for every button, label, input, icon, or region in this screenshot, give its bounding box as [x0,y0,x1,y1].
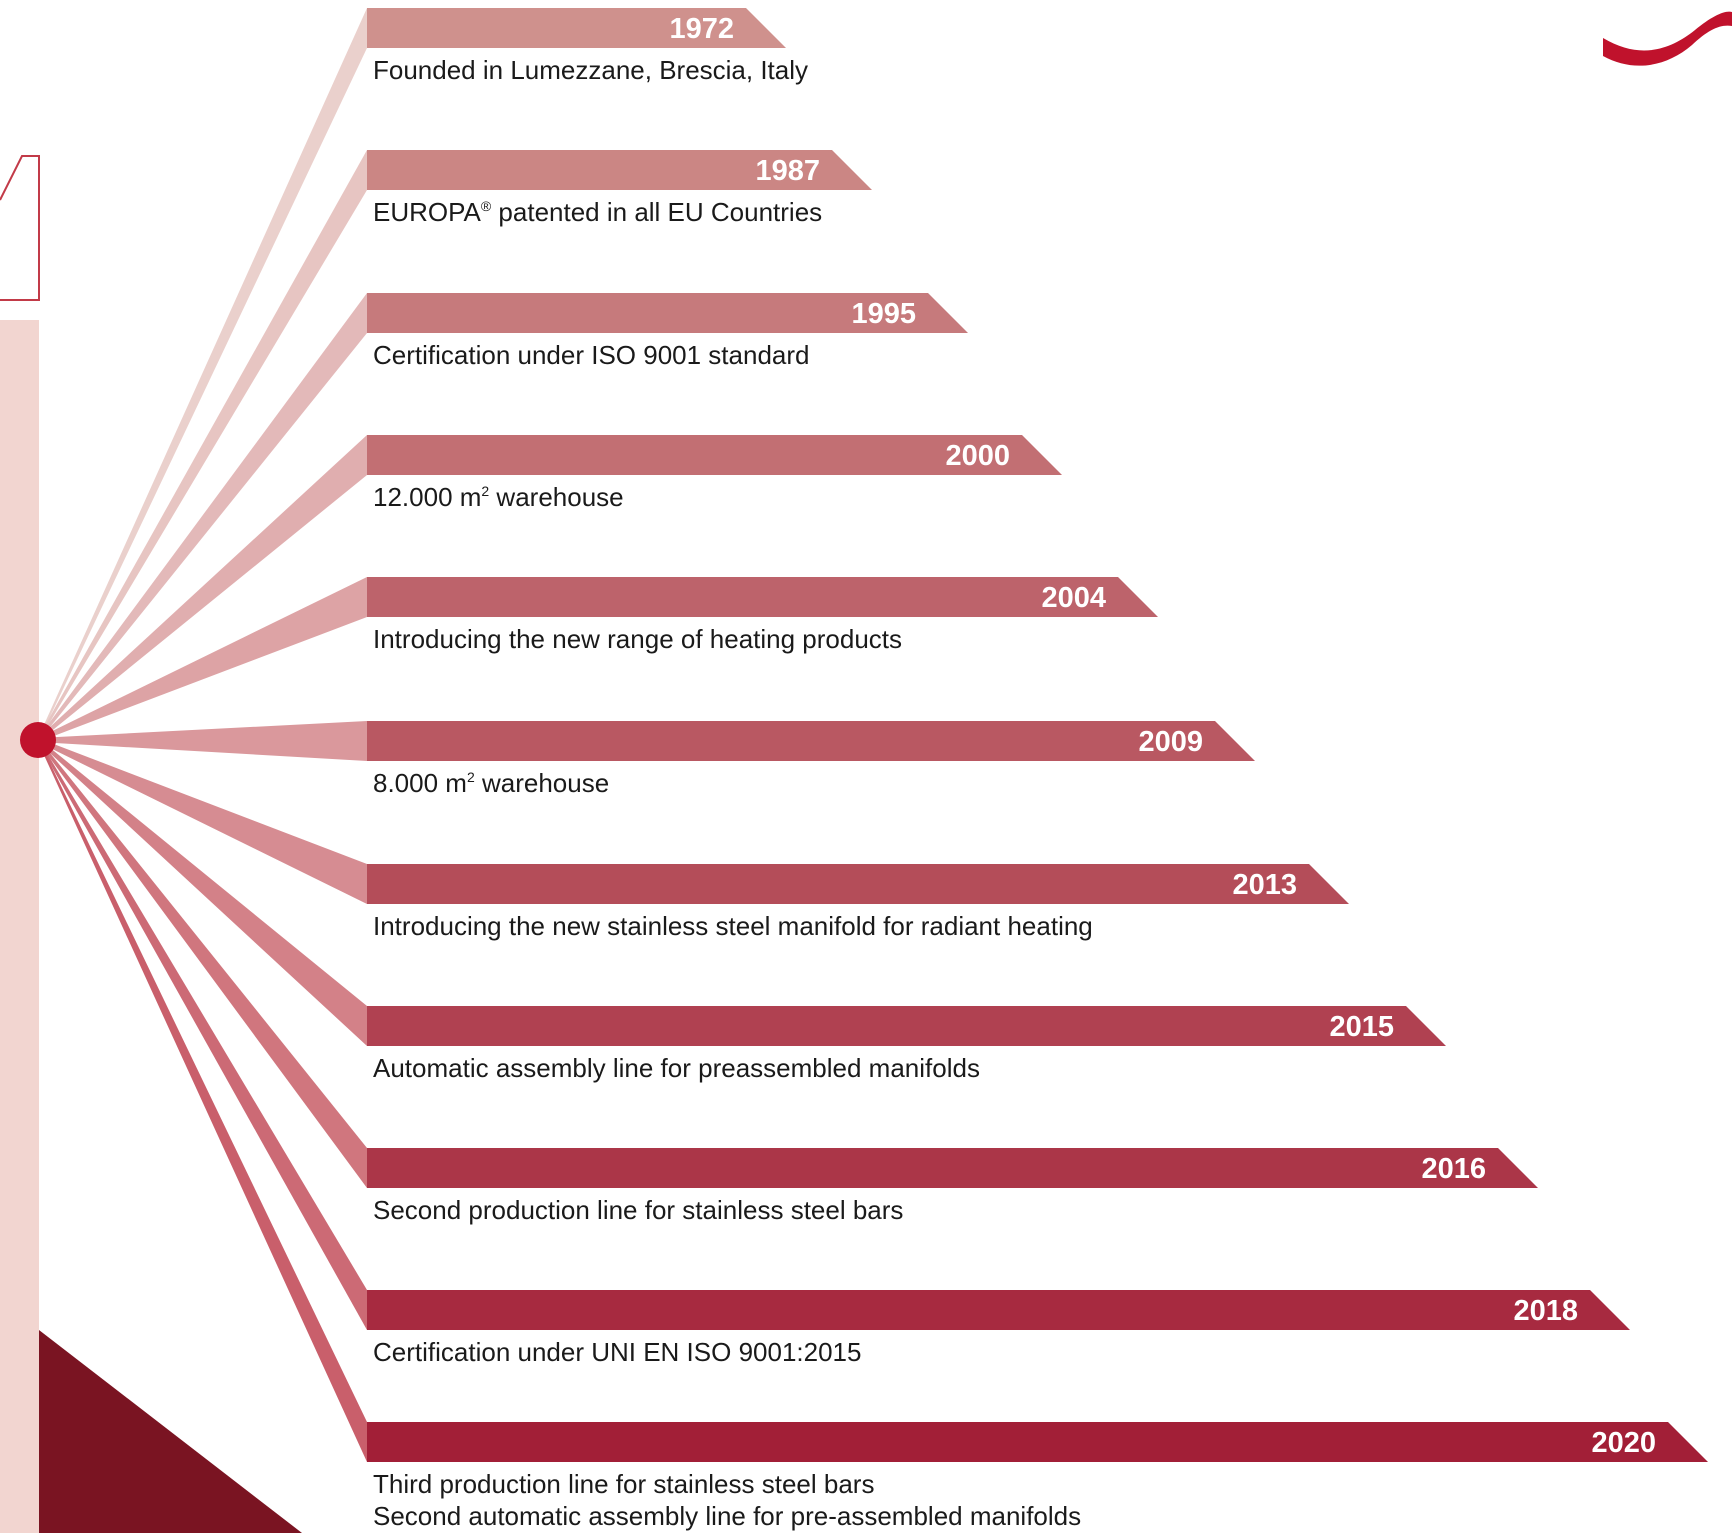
superscript-mark: ® [480,198,492,214]
dark-corner-wedge [39,1330,302,1533]
milestone-text: Third production line for stainless stee… [373,1469,875,1499]
milestone-text: Second production line for stainless ste… [373,1195,904,1225]
year-ribbon-1972 [367,8,786,48]
milestone-text: warehouse [489,482,624,512]
milestone-text: Introducing the new stainless steel mani… [373,911,1093,941]
swoosh-logo-icon [1603,11,1732,66]
milestone-line: 8.000 m2 warehouse [373,767,609,799]
milestone-description-2009: 8.000 m2 warehouse [373,767,609,799]
year-label-2020: 2020 [1591,1427,1656,1459]
year-ribbon-1995 [367,293,968,333]
milestone-text: Certification under UNI EN ISO 9001:2015 [373,1337,862,1367]
milestone-text: Certification under ISO 9001 standard [373,340,810,370]
milestone-description-2004: Introducing the new range of heating pro… [373,623,902,655]
milestone-text: patented in all EU Countries [491,197,823,227]
milestone-line: Automatic assembly line for preassembled… [373,1052,980,1084]
outline-numeral-1-icon [0,155,40,301]
fan-connector-1995 [38,293,367,742]
fan-connector-2013 [38,738,367,904]
year-label-1987: 1987 [755,155,820,187]
milestone-description-2020: Third production line for stainless stee… [373,1468,1081,1532]
milestone-description-1972: Founded in Lumezzane, Brescia, Italy [373,54,808,86]
milestone-line: Second automatic assembly line for pre-a… [373,1500,1081,1532]
year-ribbon-2016 [367,1148,1538,1188]
milestone-line: Founded in Lumezzane, Brescia, Italy [373,54,808,86]
year-ribbon-2015 [367,1006,1446,1046]
milestone-text: Second automatic assembly line for pre-a… [373,1501,1082,1531]
milestone-line: Certification under ISO 9001 standard [373,339,809,371]
year-label-2015: 2015 [1329,1011,1394,1043]
fan-connector-2016 [38,738,367,1188]
year-label-1995: 1995 [851,298,916,330]
milestone-description-2000: 12.000 m2 warehouse [373,481,624,513]
fan-connector-2004 [38,577,367,742]
milestone-description-1995: Certification under ISO 9001 standard [373,339,809,371]
year-ribbon-2009 [367,721,1255,761]
year-ribbon-2013 [367,864,1349,904]
milestone-text: Automatic assembly line for preassembled… [373,1053,980,1083]
year-label-2016: 2016 [1421,1153,1486,1185]
superscript-mark: 2 [466,769,475,785]
milestone-line: Introducing the new stainless steel mani… [373,910,1093,942]
fan-connector-1987 [38,150,367,742]
milestone-description-2013: Introducing the new stainless steel mani… [373,910,1093,942]
milestone-line: 12.000 m2 warehouse [373,481,624,513]
year-ribbon-2004 [367,577,1158,617]
milestone-text: Introducing the new range of heating pro… [373,624,903,654]
year-label-2000: 2000 [945,440,1010,472]
milestone-text: warehouse [474,768,610,798]
fan-connector-1972 [38,8,367,742]
superscript-mark: 2 [481,483,490,499]
year-ribbon-2018 [367,1290,1630,1330]
year-label-2004: 2004 [1041,582,1106,614]
milestone-text: 12.000 m [373,482,482,512]
year-ribbon-2000 [367,435,1062,475]
fan-connector-2015 [38,738,367,1046]
milestone-text: 8.000 m [373,768,467,798]
fan-connector-2018 [38,738,367,1330]
milestone-text: Founded in Lumezzane, Brescia, Italy [373,55,809,85]
milestone-line: Third production line for stainless stee… [373,1468,1081,1500]
timeline-hub-dot [20,722,56,758]
milestone-description-1987: EUROPA® patented in all EU Countries [373,196,822,228]
year-label-2009: 2009 [1138,726,1203,758]
year-label-2013: 2013 [1232,869,1297,901]
left-pink-band [0,320,39,1533]
year-label-2018: 2018 [1513,1295,1578,1327]
milestone-description-2015: Automatic assembly line for preassembled… [373,1052,980,1084]
milestone-line: Second production line for stainless ste… [373,1194,903,1226]
year-label-1972: 1972 [669,13,734,45]
milestone-line: Introducing the new range of heating pro… [373,623,902,655]
fan-connector-2020 [38,738,367,1462]
year-ribbon-2020 [367,1422,1708,1462]
milestone-line: Certification under UNI EN ISO 9001:2015 [373,1336,861,1368]
milestone-description-2018: Certification under UNI EN ISO 9001:2015 [373,1336,861,1368]
milestone-text: EUROPA [373,197,481,227]
milestone-description-2016: Second production line for stainless ste… [373,1194,903,1226]
fan-connector-2000 [38,435,367,742]
fan-connector-2009 [38,721,367,761]
year-ribbon-1987 [367,150,872,190]
milestone-line: EUROPA® patented in all EU Countries [373,196,822,228]
